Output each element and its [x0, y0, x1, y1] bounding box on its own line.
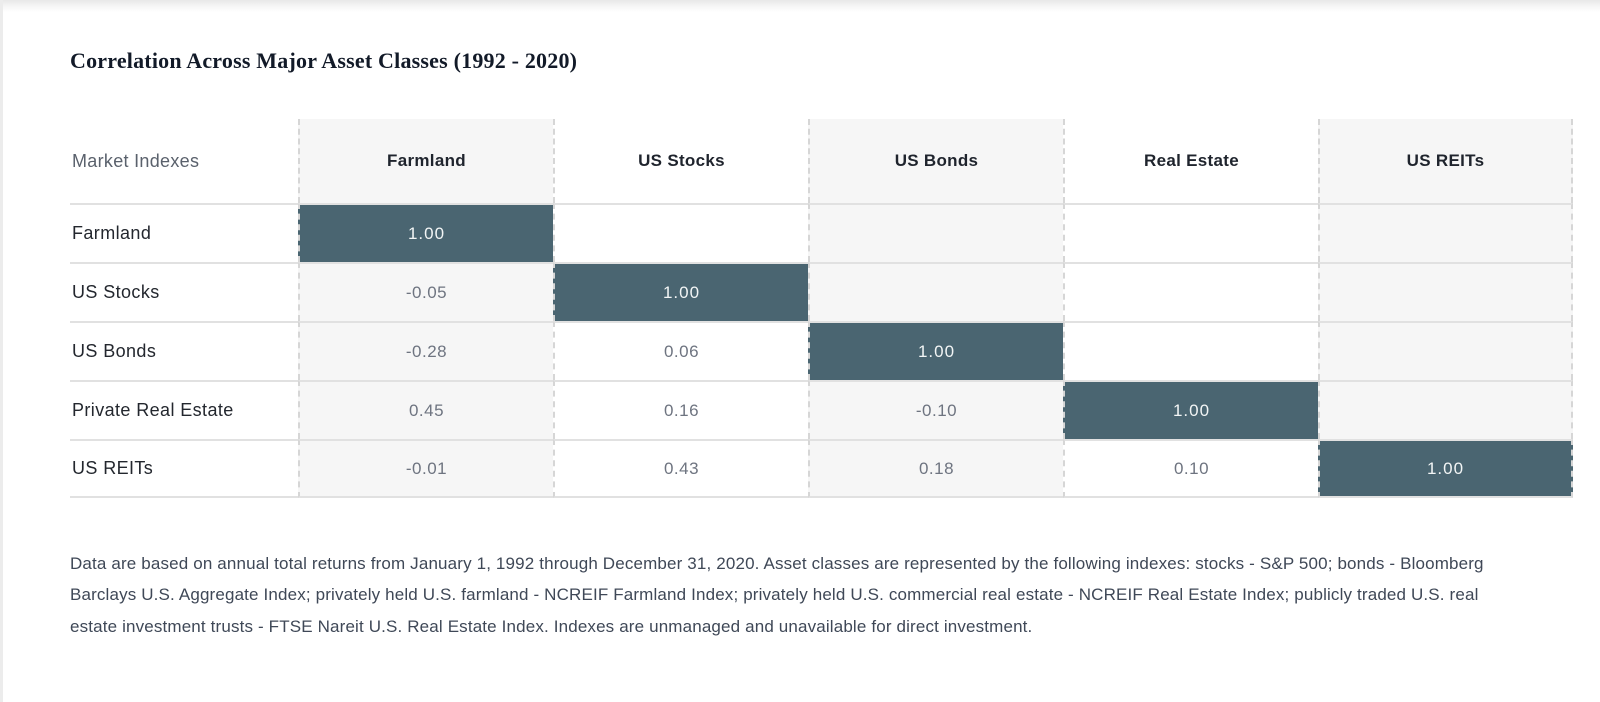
table-row-private-real-estate: Private Real Estate 0.45 0.16 -0.10 1.00 — [70, 380, 1573, 439]
column-header-real-estate: Real Estate — [1063, 119, 1318, 203]
correlation-cell — [1318, 203, 1573, 262]
correlation-cell: 0.06 — [553, 321, 808, 380]
diagonal-cell: 1.00 — [298, 203, 553, 262]
correlation-cell — [1063, 321, 1318, 380]
correlation-cell — [808, 203, 1063, 262]
correlation-cell — [1318, 262, 1573, 321]
correlation-cell: 0.45 — [298, 380, 553, 439]
corner-label: Market Indexes — [72, 150, 200, 171]
correlation-cell — [808, 262, 1063, 321]
table-row-us-bonds: US Bonds -0.28 0.06 1.00 — [70, 321, 1573, 380]
row-label: Farmland — [70, 203, 298, 262]
column-header-us-reits: US REITs — [1318, 119, 1573, 203]
page-title: Correlation Across Major Asset Classes (… — [70, 48, 578, 73]
row-label: Private Real Estate — [70, 380, 298, 439]
correlation-cell — [1318, 380, 1573, 439]
row-label: US Bonds — [70, 321, 298, 380]
correlation-cell — [1063, 203, 1318, 262]
header-row: Market Indexes Farmland US Stocks US Bon… — [70, 119, 1573, 203]
correlation-cell — [1318, 321, 1573, 380]
column-header-us-bonds: US Bonds — [808, 119, 1063, 203]
correlation-table: Market Indexes Farmland US Stocks US Bon… — [70, 119, 1573, 498]
table-row-farmland: Farmland 1.00 — [70, 203, 1573, 262]
correlation-cell: 0.43 — [553, 439, 808, 498]
diagonal-cell: 1.00 — [808, 321, 1063, 380]
correlation-cell: -0.01 — [298, 439, 553, 498]
correlation-cell: -0.10 — [808, 380, 1063, 439]
row-label: US Stocks — [70, 262, 298, 321]
table-row-us-stocks: US Stocks -0.05 1.00 — [70, 262, 1573, 321]
column-header-us-stocks: US Stocks — [553, 119, 808, 203]
correlation-cell — [1063, 262, 1318, 321]
correlation-cell: 0.18 — [808, 439, 1063, 498]
correlation-cell: -0.28 — [298, 321, 553, 380]
column-header-farmland: Farmland — [298, 119, 553, 203]
diagonal-cell: 1.00 — [553, 262, 808, 321]
window-top-edge — [0, 0, 1600, 12]
correlation-cell — [553, 203, 808, 262]
footnote-text: Data are based on annual total returns f… — [70, 554, 1484, 636]
figure-container: Correlation Across Major Asset Classes (… — [70, 48, 1573, 636]
correlation-cell: 0.16 — [553, 380, 808, 439]
row-label: US REITs — [70, 439, 298, 498]
correlation-cell: 0.10 — [1063, 439, 1318, 498]
correlation-cell: -0.05 — [298, 262, 553, 321]
window-left-edge — [0, 0, 3, 702]
table-row-us-reits: US REITs -0.01 0.43 0.18 0.10 1.00 — [70, 439, 1573, 498]
diagonal-cell: 1.00 — [1063, 380, 1318, 439]
diagonal-cell: 1.00 — [1318, 439, 1573, 498]
